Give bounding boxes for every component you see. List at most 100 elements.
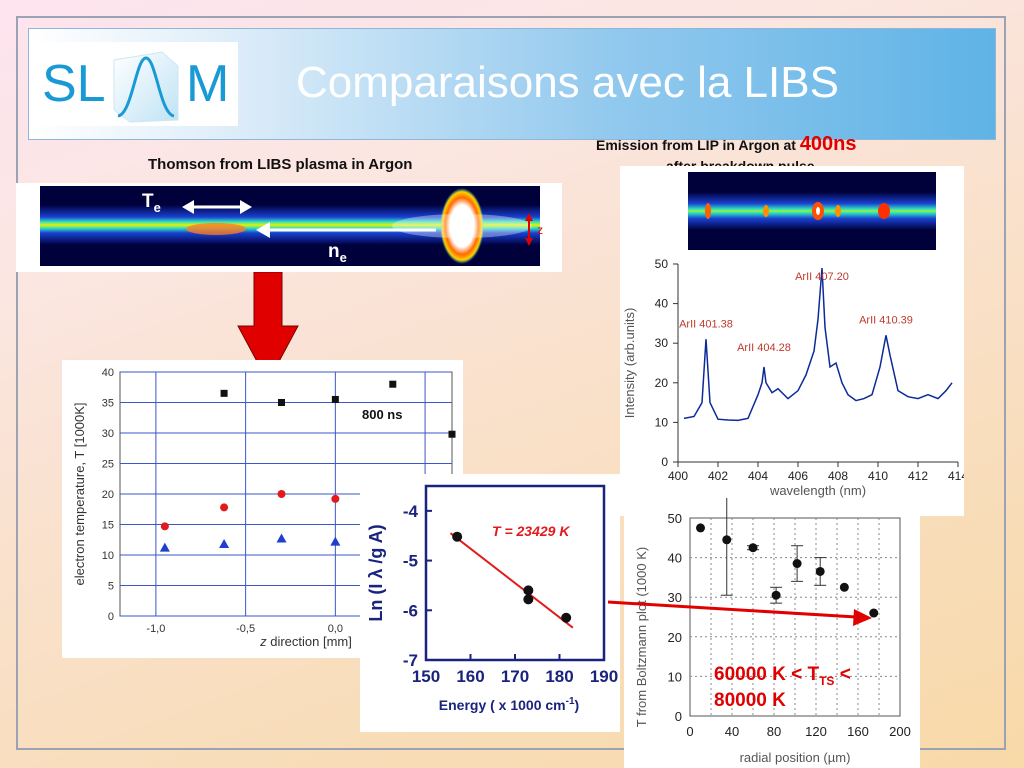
thomson-plasma-image: [40, 186, 540, 266]
y-tick-label: -6: [403, 601, 418, 620]
emission-caption: Emission from LIP in Argon at 400ns: [596, 133, 857, 156]
data-point: [815, 566, 825, 576]
red-link-arrow-icon: [607, 600, 872, 626]
y-tick-label: 35: [102, 398, 114, 410]
y-tick-label: 30: [102, 428, 114, 440]
data-point: [771, 590, 781, 600]
peak-label: ArII 410.39: [859, 314, 913, 326]
y-tick-label: -7: [403, 651, 418, 670]
data-point: [722, 535, 732, 545]
electron-temperature-chart: -1,0-0,50,00,50510152025303540z directio…: [72, 367, 456, 649]
y-tick-label: 20: [102, 489, 114, 501]
x-axis-label-text: direction [mm]: [270, 634, 352, 649]
x-tick-label: -1,0: [146, 623, 165, 635]
spectrum-line: [683, 267, 953, 422]
y-tick-label: 50: [655, 257, 669, 271]
peak-label: ArII 407.20: [795, 271, 849, 283]
thomson-arrows: [182, 200, 533, 246]
y-axis-label: Ln (I λ /g A): [366, 524, 386, 621]
ts-range-line1: 60000 K < TTS <: [714, 664, 851, 688]
data-point: [696, 523, 705, 533]
logo-text-right: M: [186, 55, 230, 113]
y-tick-label: 25: [102, 459, 114, 471]
y-tick-label: 15: [102, 520, 114, 532]
emission-plasma-image: [688, 172, 936, 250]
y-tick-label: 10: [102, 550, 114, 562]
x-axis-label-text: Energy ( x 1000 cm: [439, 697, 566, 713]
te-label-sub: e: [153, 199, 161, 215]
y-tick-label: 30: [655, 336, 669, 350]
x-axis-label-end: ): [575, 697, 580, 713]
data-point-triangle: [159, 542, 170, 552]
ts-range-line2: 80000 K: [714, 690, 786, 711]
fit-line: [449, 532, 574, 629]
x-tick-label: 406: [788, 469, 808, 483]
y-axis-label: Intensity (arb.units): [622, 308, 637, 419]
slide-title: Comparaisons avec la LIBS: [296, 58, 839, 107]
data-point-triangle: [219, 539, 230, 549]
x-tick-label: 0,0: [328, 623, 343, 635]
y-tick-label: 10: [655, 415, 669, 429]
y-tick-label: -5: [403, 552, 418, 571]
ne-label-sub: e: [339, 249, 347, 265]
data-point: [523, 594, 534, 605]
x-tick-label: 410: [868, 469, 888, 483]
data-point-circle: [220, 503, 229, 512]
data-point-square: [220, 389, 228, 397]
x-tick-label: 414: [948, 469, 964, 483]
ts-range-suffix: <: [834, 664, 851, 685]
x-tick-label: 400: [668, 469, 688, 483]
y-tick-label: 40: [668, 551, 682, 566]
y-axis-label: electron temperature, T [1000K]: [72, 402, 87, 585]
data-point-square: [448, 430, 456, 438]
data-point: [792, 559, 802, 569]
z-label: z: [537, 223, 543, 237]
x-tick-label: 40: [725, 724, 739, 739]
te-label: Te: [142, 191, 161, 215]
data-point: [869, 608, 879, 618]
ts-range-sub: TS: [819, 673, 835, 688]
x-tick-label: 402: [708, 469, 728, 483]
y-axis-label: T from Boltzmann plot (1000 K): [634, 547, 649, 727]
time-annotation: 800 ns: [362, 407, 402, 422]
y-tick-label: 40: [102, 367, 114, 379]
te-double-arrow-icon: [182, 200, 252, 214]
z-arrow-icon: [525, 213, 533, 246]
data-point: [748, 543, 758, 553]
temperature-annotation: T = 23429 K: [492, 523, 570, 539]
y-tick-label: 20: [655, 376, 669, 390]
data-point-triangle: [330, 536, 341, 546]
data-point-circle: [277, 490, 286, 498]
peak-label: ArII 404.28: [737, 342, 791, 354]
te-label-main: T: [142, 191, 154, 212]
data-point-square: [331, 395, 339, 403]
x-tick-label: 170: [501, 667, 529, 686]
x-tick-label: 80: [767, 724, 781, 739]
x-axis-label: wavelength (nm): [769, 483, 866, 498]
data-point-square: [278, 399, 286, 406]
ts-range-prefix: 60000 K < T: [714, 664, 820, 685]
y-tick-label: 0: [675, 709, 682, 724]
x-tick-label: 404: [748, 469, 768, 483]
x-tick-label: 190: [590, 667, 618, 686]
y-tick-label: 40: [655, 297, 669, 311]
slam-logo: SL M: [30, 42, 238, 126]
y-tick-label: 50: [668, 511, 682, 526]
peak-label: ArII 401.38: [679, 318, 733, 330]
x-tick-label: 120: [805, 724, 827, 739]
thomson-caption: Thomson from LIBS plasma in Argon: [148, 156, 413, 173]
data-point: [523, 585, 534, 596]
y-tick-label: 0: [661, 455, 668, 469]
slide-frame: [16, 16, 1006, 750]
ne-arrow-icon: [256, 222, 436, 238]
x-axis-label: z direction [mm]: [259, 634, 352, 649]
y-tick-label: 20: [668, 630, 682, 645]
radial-panel: [624, 498, 920, 768]
data-point-triangle: [276, 533, 287, 543]
y-tick-label: 10: [668, 669, 682, 684]
logo-cube-icon: [113, 51, 179, 123]
x-tick-label: 200: [889, 724, 911, 739]
ne-label-main: n: [328, 241, 340, 262]
x-axis-label: Energy ( x 1000 cm-1): [439, 696, 579, 713]
data-point: [452, 531, 463, 542]
